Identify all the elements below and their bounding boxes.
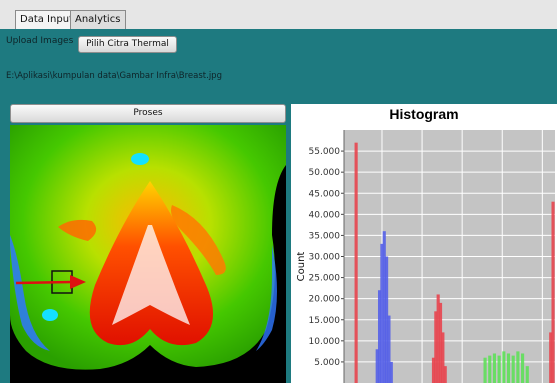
file-path-label: E:\Aplikasi\kumpulan data\Gambar Infra\B… — [6, 71, 222, 81]
tab-bar: Data Input Analytics — [0, 0, 557, 30]
histogram-panel: Histogram 5.000 10.000 15.000 20.000 25.000 3… — [291, 104, 557, 383]
histogram-bar — [521, 353, 525, 383]
histogram-chart: 5.000 10.000 15.000 20.000 25.000 30.000 35.00… — [296, 130, 555, 383]
y-tick-label: 30.000 — [309, 253, 341, 263]
y-tick-label: 40.000 — [309, 210, 341, 220]
tab-analytics[interactable]: Analytics — [70, 10, 126, 29]
y-tick-label: 15.000 — [309, 316, 341, 326]
histogram-bar — [525, 366, 529, 383]
histogram-bar — [377, 290, 382, 383]
histogram-bar — [382, 231, 386, 383]
choose-thermal-image-button[interactable]: Pilih Citra Thermal — [78, 36, 177, 53]
histogram-bar — [488, 355, 492, 383]
histogram-bar — [389, 361, 393, 383]
histogram-bar — [502, 351, 506, 383]
histogram-bar — [549, 332, 553, 383]
histogram-bar — [443, 366, 447, 383]
y-axis-label: Count — [296, 252, 307, 282]
process-button[interactable]: Proses — [10, 104, 286, 123]
histogram-bar — [551, 201, 555, 383]
histogram-bar — [441, 332, 445, 383]
y-tick-label: 55.000 — [309, 147, 341, 157]
histogram-bar — [511, 355, 515, 383]
histogram-bar — [506, 353, 511, 383]
histogram-bar — [483, 357, 487, 383]
y-tick-label: 25.000 — [309, 274, 341, 284]
y-tick-label: 5.000 — [314, 358, 340, 368]
histogram-bar — [436, 294, 440, 383]
y-tick-label: 20.000 — [309, 295, 341, 305]
histogram-bar — [434, 311, 438, 383]
y-tick-label: 35.000 — [309, 231, 341, 241]
histogram-bar — [375, 349, 379, 383]
histogram-bar — [492, 353, 497, 383]
histogram-bar — [438, 302, 443, 383]
histogram-bar — [516, 351, 520, 383]
histogram-bar — [385, 256, 389, 383]
histogram-title: Histogram — [389, 106, 459, 122]
histogram-bar — [380, 243, 384, 383]
y-tick-label: 10.000 — [309, 337, 341, 347]
y-tick-label: 50.000 — [309, 168, 341, 178]
thermal-image — [10, 125, 286, 383]
histogram-bar — [387, 315, 391, 383]
histogram-bar — [431, 357, 436, 383]
data-input-panel: Upload Images Pilih Citra Thermal E:\Apl… — [0, 29, 557, 383]
histogram-bar — [497, 355, 501, 383]
histogram-bar — [354, 142, 358, 383]
y-tick-label: 45.000 — [309, 189, 341, 199]
upload-images-label: Upload Images — [6, 36, 74, 46]
